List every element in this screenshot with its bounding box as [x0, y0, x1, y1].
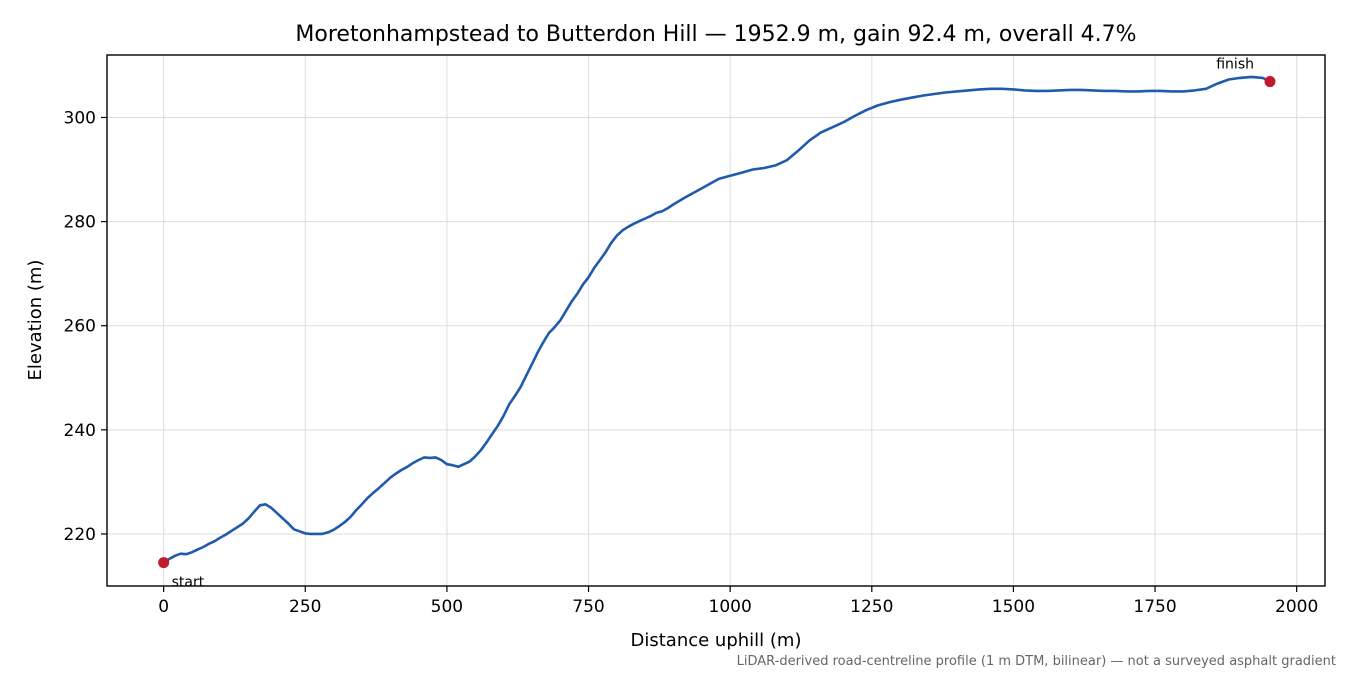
y-tick-label: 300: [64, 108, 96, 128]
footnote: LiDAR-derived road-centreline profile (1…: [737, 654, 1336, 669]
finish-label: finish: [1216, 57, 1254, 73]
y-axis-label: Elevation (m): [25, 260, 46, 381]
y-tick-label: 260: [64, 317, 96, 337]
chart-title: Moretonhampstead to Butterdon Hill — 195…: [295, 22, 1136, 47]
x-tick-label: 1500: [992, 597, 1035, 617]
elevation-line: [162, 75, 1271, 564]
x-tick-label: 1000: [709, 597, 752, 617]
plot-layer: start finish: [158, 57, 1276, 591]
x-tick-label: 2000: [1275, 597, 1318, 617]
start-marker: [158, 557, 170, 569]
x-tick-label: 250: [289, 597, 321, 617]
x-tick-label: 1750: [1133, 597, 1176, 617]
y-tick-label: 240: [64, 421, 96, 441]
x-tick-label: 750: [572, 597, 604, 617]
x-axis-label: Distance uphill (m): [631, 630, 802, 651]
start-label: start: [172, 575, 205, 591]
y-tick-label: 280: [64, 213, 96, 233]
plot-frame: [106, 54, 1326, 587]
x-tick-label: 500: [431, 597, 463, 617]
tick-layer: 0 250 500 750 1000 1250 1500 1750 2000 220 240 260 2…: [64, 108, 1319, 617]
finish-marker: [1264, 76, 1276, 88]
x-tick-label: 0: [158, 597, 169, 617]
y-tick-label: 220: [64, 525, 96, 545]
x-tick-label: 1250: [850, 597, 893, 617]
grid-layer: [107, 55, 1325, 586]
